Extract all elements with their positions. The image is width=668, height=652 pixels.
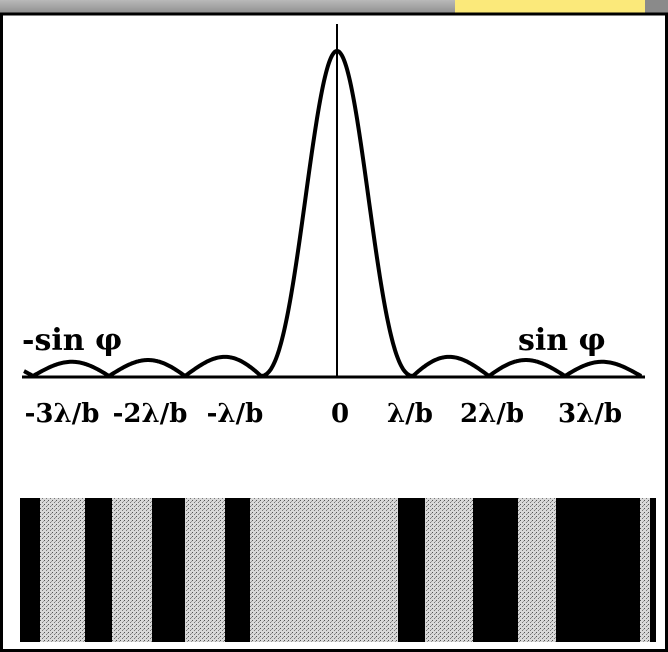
- tick-label: 2λ/b: [460, 399, 524, 429]
- fringe: [112, 498, 152, 642]
- fringe-pattern: [20, 498, 656, 642]
- fringe: [185, 498, 225, 642]
- fringe: [425, 498, 473, 642]
- fringe: [640, 498, 650, 642]
- fringe: [518, 498, 556, 642]
- intensity-curve: [23, 48, 644, 379]
- tick-labels: -3λ/b -2λ/b -λ/b 0 λ/b 2λ/b 3λ/b: [25, 399, 622, 429]
- fringe: [40, 498, 85, 642]
- header-bar: [0, 0, 455, 14]
- tick-label: -λ/b: [207, 399, 264, 429]
- tick-label: 3λ/b: [558, 399, 622, 429]
- tick-label: -3λ/b: [25, 399, 100, 429]
- tick-label: 0: [331, 399, 349, 429]
- left-axis-label: -sin φ: [22, 323, 122, 358]
- fringe: [250, 498, 398, 642]
- tick-label: -2λ/b: [113, 399, 188, 429]
- right-axis-label: sin φ: [518, 323, 606, 358]
- header-accent: [455, 0, 645, 14]
- tick-label: λ/b: [387, 399, 433, 429]
- header-end: [645, 0, 668, 14]
